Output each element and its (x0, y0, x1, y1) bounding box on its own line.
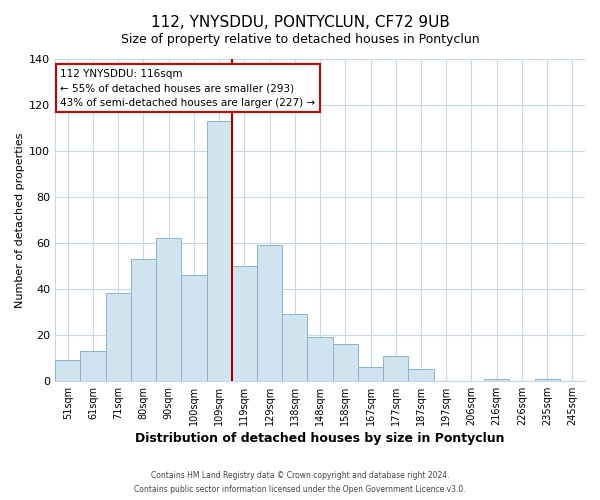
Bar (232, 266, 257, 381)
Bar (307, 337, 332, 381)
Bar (257, 245, 282, 381)
Bar (409, 370, 434, 381)
Text: Size of property relative to detached houses in Pontyclun: Size of property relative to detached ho… (121, 32, 479, 46)
Text: 112 YNYSDDU: 116sqm
← 55% of detached houses are smaller (293)
43% of semi-detac: 112 YNYSDDU: 116sqm ← 55% of detached ho… (61, 68, 316, 108)
Y-axis label: Number of detached properties: Number of detached properties (15, 132, 25, 308)
Bar (131, 259, 156, 381)
Text: 112, YNYSDDU, PONTYCLUN, CF72 9UB: 112, YNYSDDU, PONTYCLUN, CF72 9UB (151, 15, 449, 30)
Bar (484, 378, 509, 381)
Bar (181, 275, 206, 381)
X-axis label: Distribution of detached houses by size in Pontyclun: Distribution of detached houses by size … (136, 432, 505, 445)
Bar (383, 356, 409, 381)
Bar (55, 360, 80, 381)
Bar (332, 344, 358, 381)
Bar (282, 314, 307, 381)
Bar (358, 367, 383, 381)
Bar (106, 294, 131, 381)
Bar (80, 351, 106, 381)
Text: Contains HM Land Registry data © Crown copyright and database right 2024.
Contai: Contains HM Land Registry data © Crown c… (134, 472, 466, 494)
Bar (206, 121, 232, 381)
Bar (156, 238, 181, 381)
Bar (535, 378, 560, 381)
